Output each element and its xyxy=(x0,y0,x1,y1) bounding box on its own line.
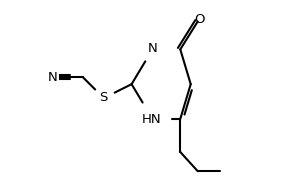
Text: S: S xyxy=(99,91,107,104)
Text: HN: HN xyxy=(142,113,162,126)
Text: O: O xyxy=(194,13,205,26)
Text: N: N xyxy=(48,71,58,84)
Text: N: N xyxy=(148,42,157,55)
